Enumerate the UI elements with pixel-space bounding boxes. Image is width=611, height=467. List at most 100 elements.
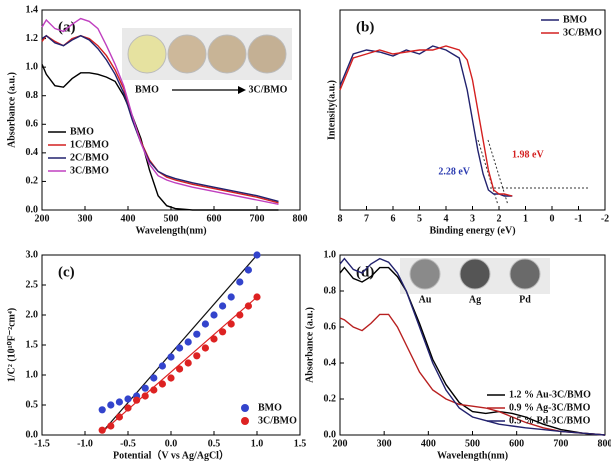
scatter-point [193,352,201,360]
series-line [41,17,279,205]
y-tick-label: 1.2 [26,33,39,44]
legend-label: 1.2 % Au-3C/BMO [509,389,591,400]
legend-label: 3C/BMO [258,415,297,426]
y-tick-label: 1.0 [324,249,337,260]
x-axis-label: Wavelength(nm) [135,225,206,236]
y-tick-label: 0.4 [324,357,337,368]
x-tick-label: 2 [497,213,502,224]
scatter-point [219,328,227,336]
x-tick-label: 200 [333,438,348,449]
scatter-point [176,365,184,373]
x-tick-label: 7 [364,213,369,224]
y-tick-label: 0.0 [26,429,39,440]
scatter-point [236,311,244,319]
x-tick-label: 200 [35,213,50,224]
scatter-point [141,392,149,400]
legend-label: 2C/BMO [70,152,109,163]
x-tick-label: -0.5 [120,438,136,449]
x-tick-label: 500 [465,438,480,449]
y-tick-label: 0.0 [26,204,39,215]
scatter-point [201,320,209,328]
scatter-point [133,396,141,404]
y-tick-label: 1.5 [26,339,39,350]
x-tick-label: 400 [121,213,136,224]
x-tick-label: 0 [550,213,555,224]
y-tick-label: 0.0 [324,429,337,440]
x-tick-label: 4 [444,213,449,224]
legend-label: 3C/BMO [70,165,109,176]
scatter-point [227,293,235,301]
x-tick-label: 1 [523,213,528,224]
y-tick-label: 1.4 [26,4,39,15]
inset-photo-a [122,28,292,94]
scatter-point [141,384,149,392]
inset-label: 3C/BMO [249,84,288,95]
x-tick-label: 300 [377,438,392,449]
y-tick-label: 3.0 [26,249,39,260]
scatter-point [158,362,166,370]
y-tick-label: 2.0 [26,309,39,320]
x-tick-label: 0.0 [165,438,178,449]
legend-swatch [241,404,249,412]
inset-label: BMO [135,84,159,95]
y-axis-label: Absorbance (a.u.) [304,307,315,383]
scatter-point [236,278,244,286]
scatter-point [167,374,175,382]
scatter-point [244,302,252,310]
x-tick-label: 700 [553,438,568,449]
scatter-point [115,413,123,421]
series-line [339,257,606,436]
legend-swatch [241,417,249,425]
scatter-point [253,293,261,301]
y-tick-label: 0.2 [324,393,337,404]
panel-label: (a) [58,19,76,35]
x-tick-label: -1.5 [34,438,50,449]
scatter-point [107,401,115,409]
y-tick-label: 0.8 [324,285,337,296]
x-tick-label: 1.5 [294,438,307,449]
x-tick-label: 1.0 [251,438,264,449]
scatter-point [253,251,261,259]
y-tick-label: 0.6 [324,321,337,332]
scatter-point [184,338,192,346]
scatter-point [158,380,166,388]
y-tick-label: 2.5 [26,279,39,290]
scatter-point [115,398,123,406]
legend-label: 1C/BMO [70,139,109,150]
annotation: 1.98 eV [512,149,544,160]
x-tick-label: 300 [78,213,93,224]
scatter-point [98,426,106,434]
inset-label: Pd [519,294,531,305]
y-axis-label: Intensity(a.u.) [326,80,337,140]
x-tick-label: 5 [417,213,422,224]
trend-line [101,296,258,433]
series-line [41,64,279,211]
y-tick-label: 0.5 [26,399,39,410]
x-tick-label: 800 [293,213,308,224]
series-line [339,45,513,197]
x-axis-label: Binding energy (eV) [429,225,515,236]
series-line [41,34,279,203]
scatter-point [210,335,218,343]
legend-label: BMO [258,402,282,413]
x-tick-label: -2 [601,213,609,224]
y-tick-label: 0.2 [26,176,39,187]
x-tick-label: 700 [250,213,265,224]
scatter-point [193,330,201,338]
scatter-point [210,311,218,319]
y-axis-label: Absorbance (a.u.) [6,72,17,148]
scatter-point [150,386,158,394]
legend-label: BMO [563,14,587,25]
x-tick-label: 800 [598,438,611,449]
scatter-point [150,374,158,382]
scatter-point [184,359,192,367]
panel-label: (b) [356,19,374,35]
x-tick-label: 6 [391,213,396,224]
x-tick-label: 400 [421,438,436,449]
y-tick-label: 1.0 [26,61,39,72]
y-tick-label: 0.6 [26,119,39,130]
y-tick-label: 0.8 [26,90,39,101]
x-tick-label: -1.0 [77,438,93,449]
scatter-point [167,353,175,361]
